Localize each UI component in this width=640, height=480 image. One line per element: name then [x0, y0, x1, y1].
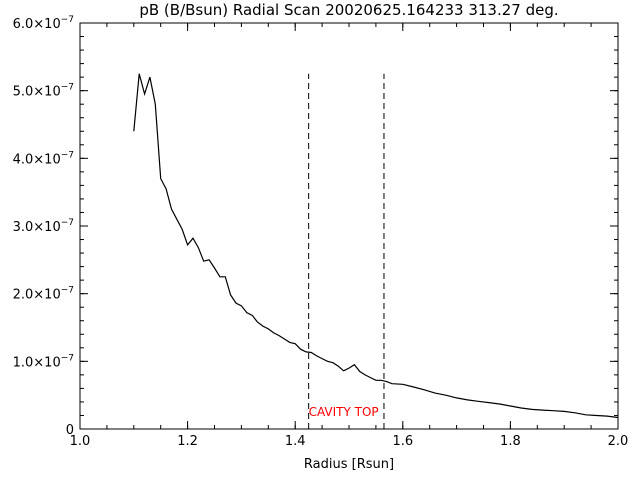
pb-series-line: [133, 73, 619, 419]
y-tick-label: 3.0×10−7: [13, 218, 74, 235]
x-tick-label: 1.4: [285, 434, 306, 449]
y-tick-label: 0: [66, 423, 74, 438]
chart-title: pB (B/Bsun) Radial Scan 20020625.164233 …: [139, 1, 558, 19]
cavity-top-annotation: CAVITY TOP: [309, 405, 379, 419]
x-axis-label: Radius [Rsun]: [304, 457, 394, 472]
y-tick-label: 2.0×10−7: [13, 286, 74, 303]
x-tick-label: 2.0: [608, 434, 629, 449]
y-tick-label: 5.0×10−7: [13, 83, 74, 100]
x-tick-label: 1.2: [177, 434, 198, 449]
x-tick-label: 1.8: [500, 434, 521, 449]
y-tick-label: 6.0×10−7: [13, 15, 74, 32]
x-tick-label: 1.0: [70, 434, 91, 449]
x-tick-label: 1.6: [392, 434, 413, 449]
series-group: [133, 73, 619, 419]
y-axis: 0 1.0×10−7 2.0×10−7 3.0×10−7 4.0×10−7 5.0×10−…: [13, 15, 618, 438]
y-tick-label: 4.0×10−7: [13, 150, 74, 167]
y-tick-label: 1.0×10−7: [13, 353, 74, 370]
x-axis: 1.0 1.2 1.4 1.6 1.8 2.0: [70, 23, 629, 449]
